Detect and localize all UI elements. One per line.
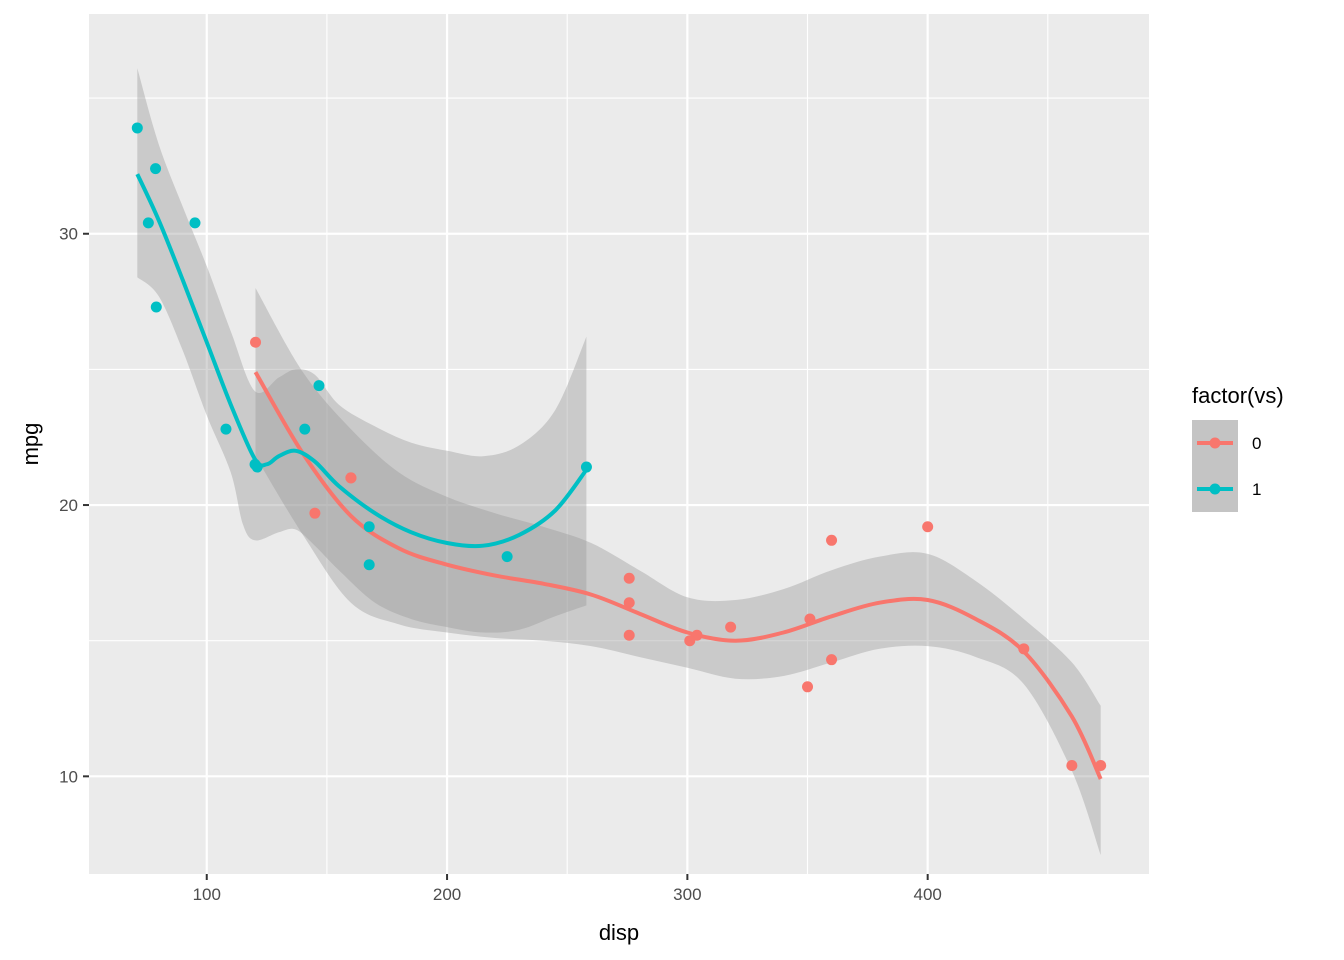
data-point-series-1 (220, 423, 232, 435)
confidence-band-series-1 (137, 68, 587, 633)
data-point-series-1 (313, 380, 325, 392)
data-point-series-0 (345, 472, 357, 484)
y-axis: 10 20 30 (59, 225, 89, 786)
data-point-series-1 (363, 559, 375, 571)
legend-label: 1 (1252, 480, 1261, 499)
legend-keys: 01 (1192, 420, 1261, 512)
smooth-lines (135, 173, 1103, 780)
data-point-series-0 (250, 336, 262, 348)
data-point-series-0 (623, 597, 635, 609)
data-point-series-0 (684, 635, 696, 647)
data-point-series-1 (150, 301, 162, 313)
data-point-series-0 (826, 534, 838, 546)
data-point-series-0 (802, 681, 814, 693)
x-tick-label: 200 (433, 885, 461, 904)
x-tick-label: 100 (193, 885, 221, 904)
data-point-series-0 (826, 654, 838, 666)
smooth-line-series-1 (135, 173, 589, 549)
data-point-series-1 (131, 122, 143, 134)
legend-key-series-1: 1 (1192, 466, 1261, 512)
legend-key-point (1209, 483, 1221, 495)
data-point-series-0 (922, 521, 934, 533)
y-tick-label: 30 (59, 225, 78, 244)
panel-background (89, 14, 1149, 874)
confidence-band-series-0 (255, 288, 1101, 855)
legend-label: 0 (1252, 434, 1261, 453)
grid-major (89, 14, 1149, 874)
y-axis-title: mpg (18, 423, 43, 466)
data-point-series-1 (150, 163, 162, 175)
x-tick-label: 300 (673, 885, 701, 904)
data-point-series-1 (189, 217, 201, 229)
grid-minor (89, 14, 1149, 874)
data-point-series-0 (1095, 759, 1107, 771)
smooth-line-series-0 (253, 371, 1103, 780)
x-axis-title: disp (599, 920, 639, 945)
data-point-series-0 (623, 572, 635, 584)
x-axis: 100 200 300 400 (193, 874, 942, 904)
data-point-series-1 (251, 461, 263, 473)
data-point-series-0 (1066, 759, 1078, 771)
x-tick-label: 400 (913, 885, 941, 904)
data-point-series-0 (804, 613, 816, 625)
confidence-bands (137, 68, 1101, 855)
data-point-series-1 (299, 423, 311, 435)
data-point-series-0 (1018, 643, 1030, 655)
data-point-series-0 (309, 507, 321, 519)
legend-title: factor(vs) (1192, 383, 1284, 408)
data-point-series-1 (142, 217, 154, 229)
legend: factor(vs) 01 (1192, 383, 1284, 512)
y-tick-label: 20 (59, 496, 78, 515)
data-point-series-0 (623, 629, 635, 641)
data-point-series-1 (363, 521, 375, 533)
data-point-series-1 (501, 551, 513, 563)
legend-key-series-0: 0 (1192, 420, 1261, 466)
data-point-series-0 (725, 621, 737, 633)
legend-key-point (1209, 437, 1221, 449)
data-points (131, 122, 1107, 771)
y-tick-label: 10 (59, 767, 78, 786)
data-point-series-1 (580, 461, 592, 473)
